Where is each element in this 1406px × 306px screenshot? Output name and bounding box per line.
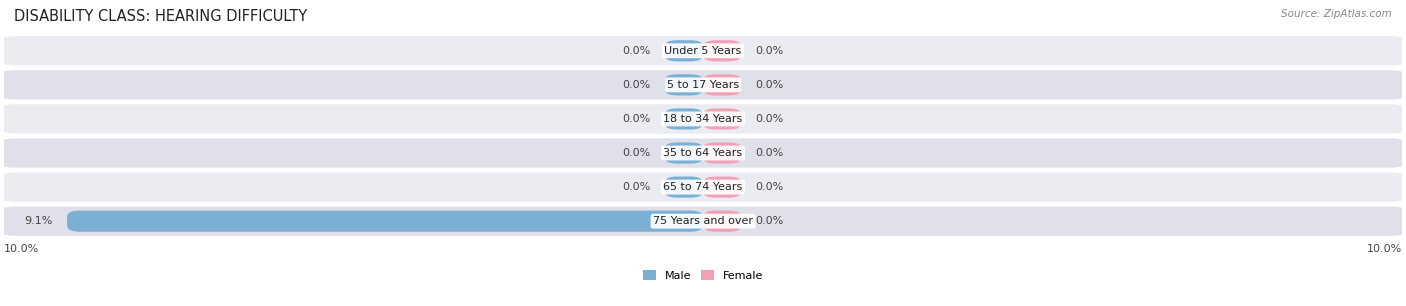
FancyBboxPatch shape bbox=[665, 108, 703, 129]
Text: 9.1%: 9.1% bbox=[25, 216, 53, 226]
Text: 0.0%: 0.0% bbox=[755, 148, 783, 158]
Text: 0.0%: 0.0% bbox=[623, 148, 651, 158]
Text: DISABILITY CLASS: HEARING DIFFICULTY: DISABILITY CLASS: HEARING DIFFICULTY bbox=[14, 9, 308, 24]
FancyBboxPatch shape bbox=[703, 108, 741, 129]
FancyBboxPatch shape bbox=[703, 74, 741, 95]
Text: 0.0%: 0.0% bbox=[623, 46, 651, 56]
Text: 0.0%: 0.0% bbox=[755, 182, 783, 192]
FancyBboxPatch shape bbox=[0, 173, 1406, 202]
FancyBboxPatch shape bbox=[0, 36, 1406, 65]
Text: 10.0%: 10.0% bbox=[4, 244, 39, 254]
FancyBboxPatch shape bbox=[0, 70, 1406, 99]
FancyBboxPatch shape bbox=[703, 40, 741, 62]
Text: 0.0%: 0.0% bbox=[755, 46, 783, 56]
Text: Under 5 Years: Under 5 Years bbox=[665, 46, 741, 56]
FancyBboxPatch shape bbox=[665, 40, 703, 62]
FancyBboxPatch shape bbox=[67, 211, 703, 232]
Legend: Male, Female: Male, Female bbox=[638, 265, 768, 285]
FancyBboxPatch shape bbox=[665, 143, 703, 164]
Text: Source: ZipAtlas.com: Source: ZipAtlas.com bbox=[1281, 9, 1392, 19]
FancyBboxPatch shape bbox=[665, 74, 703, 95]
FancyBboxPatch shape bbox=[665, 177, 703, 198]
Text: 0.0%: 0.0% bbox=[623, 80, 651, 90]
Text: 75 Years and over: 75 Years and over bbox=[652, 216, 754, 226]
Text: 5 to 17 Years: 5 to 17 Years bbox=[666, 80, 740, 90]
Text: 10.0%: 10.0% bbox=[1367, 244, 1402, 254]
Text: 0.0%: 0.0% bbox=[623, 182, 651, 192]
Text: 35 to 64 Years: 35 to 64 Years bbox=[664, 148, 742, 158]
FancyBboxPatch shape bbox=[703, 211, 741, 232]
Text: 18 to 34 Years: 18 to 34 Years bbox=[664, 114, 742, 124]
FancyBboxPatch shape bbox=[0, 104, 1406, 134]
FancyBboxPatch shape bbox=[703, 143, 741, 164]
FancyBboxPatch shape bbox=[0, 207, 1406, 236]
FancyBboxPatch shape bbox=[703, 177, 741, 198]
Text: 0.0%: 0.0% bbox=[755, 114, 783, 124]
Text: 0.0%: 0.0% bbox=[755, 216, 783, 226]
Text: 0.0%: 0.0% bbox=[755, 80, 783, 90]
Text: 65 to 74 Years: 65 to 74 Years bbox=[664, 182, 742, 192]
FancyBboxPatch shape bbox=[0, 138, 1406, 168]
Text: 0.0%: 0.0% bbox=[623, 114, 651, 124]
